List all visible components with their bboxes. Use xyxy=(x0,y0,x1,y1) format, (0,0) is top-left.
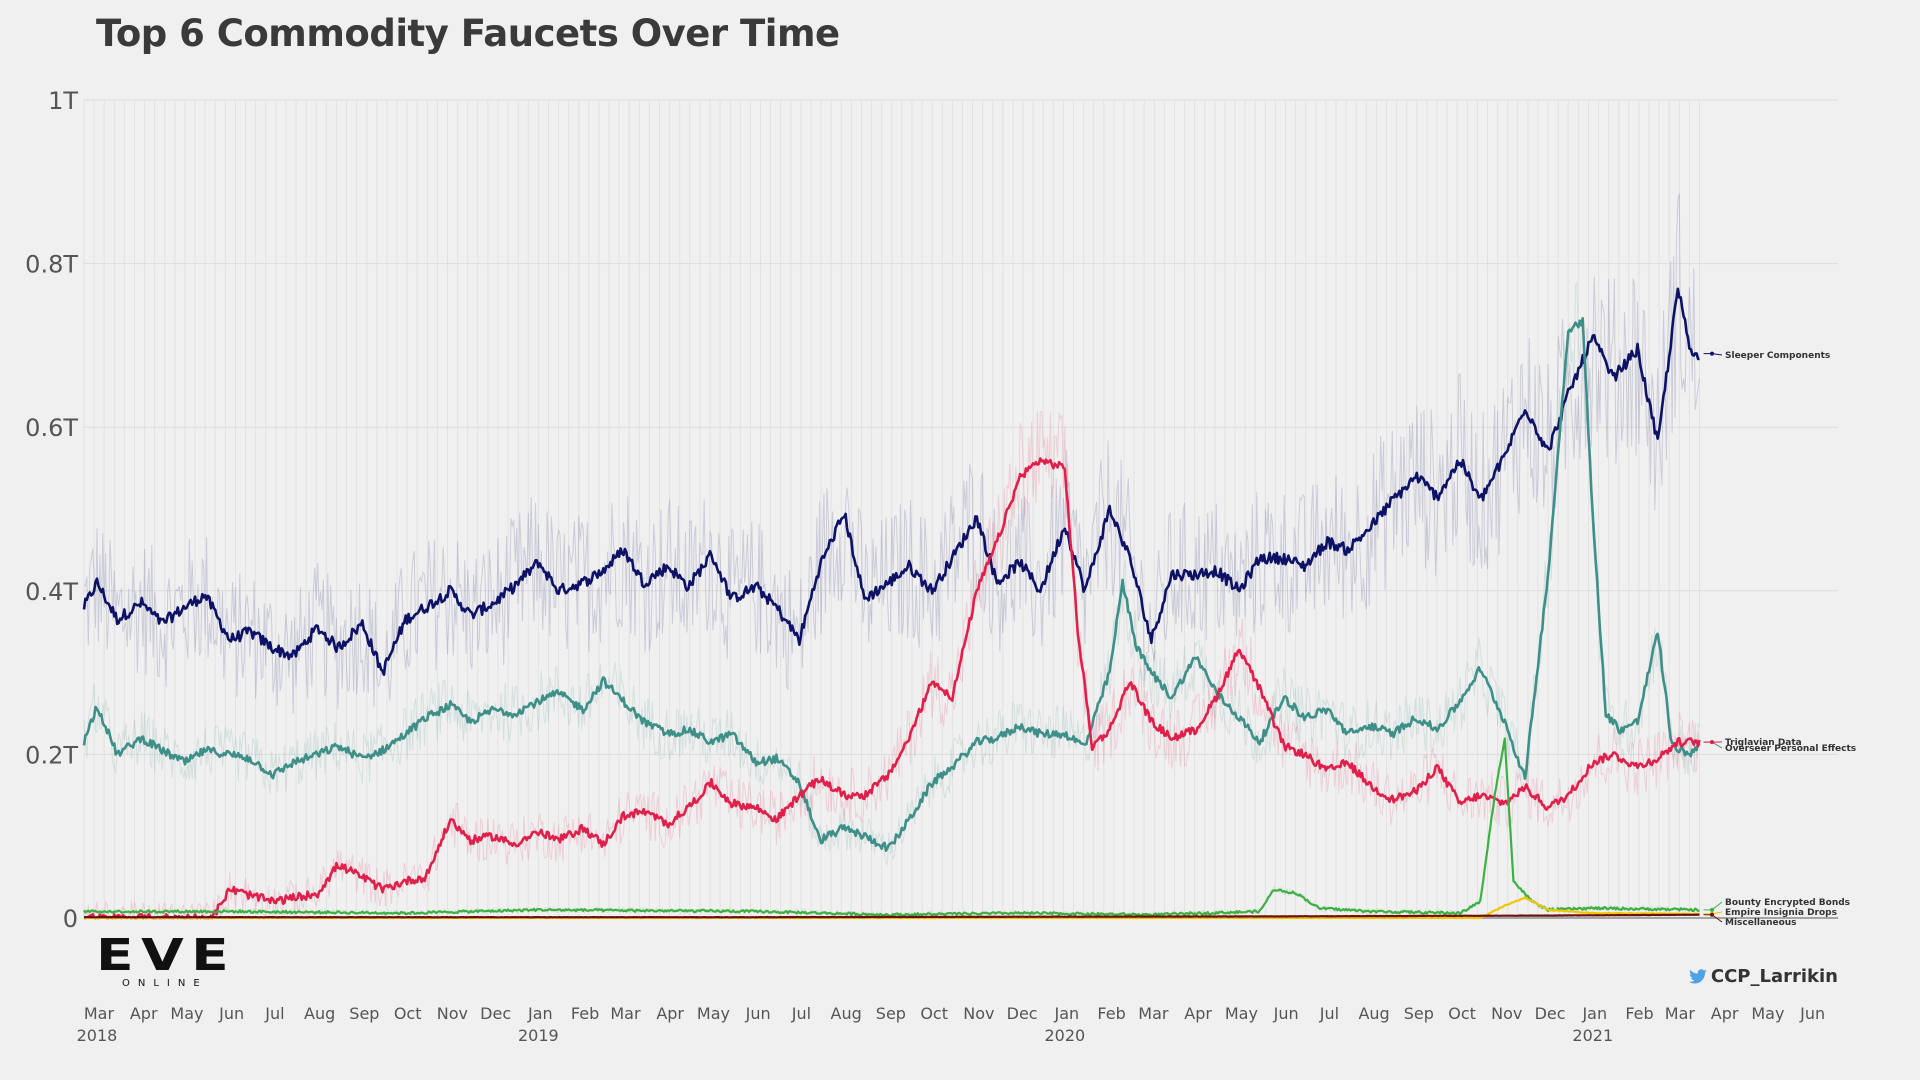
x-tick-label: Aug xyxy=(831,1004,862,1023)
x-year-label: 2019 xyxy=(518,1026,559,1045)
x-tick-label: Jun xyxy=(745,1004,771,1023)
x-tick-label: Nov xyxy=(963,1004,994,1023)
x-tick-label: Jun xyxy=(1273,1004,1299,1023)
series-label: Empire Insignia Drops xyxy=(1725,908,1837,918)
x-tick-label: Oct xyxy=(920,1004,948,1023)
x-tick-label: Mar xyxy=(84,1004,115,1023)
y-tick-label: 1T xyxy=(48,87,78,115)
logo-sub: ONLINE xyxy=(122,978,208,989)
series-label: Triglavian Data xyxy=(1725,738,1802,748)
grid-layer xyxy=(83,99,1838,919)
x-tick-label: Dec xyxy=(1535,1004,1566,1023)
series-noise-line xyxy=(83,193,1700,714)
series-layer xyxy=(82,287,1701,920)
x-tick-label: Mar xyxy=(610,1004,641,1023)
series-label: Miscellaneous xyxy=(1725,918,1797,928)
series-label: Sleeper Components xyxy=(1725,351,1830,361)
x-tick-label: Dec xyxy=(480,1004,511,1023)
x-tick-label: Jan xyxy=(1054,1004,1080,1023)
x-tick-label: Oct xyxy=(1448,1004,1476,1023)
series-line xyxy=(84,457,1701,920)
x-tick-label: Jun xyxy=(218,1004,244,1023)
axis-layer: 0 0.2T 0.4T 0.6T 0.8T 1T Mar 2018 Apr May Jun Jul Au… xyxy=(25,87,1825,1045)
x-tick-label: Feb xyxy=(571,1004,599,1023)
series-label: Overseer Personal Effects xyxy=(1725,744,1856,754)
series-line xyxy=(83,913,1700,919)
x-tick-label: Aug xyxy=(1358,1004,1389,1023)
chart-title: Top 6 Commodity Faucets Over Time xyxy=(96,12,840,55)
series-end-marker xyxy=(1710,907,1714,912)
twitter-bird-icon xyxy=(1689,968,1707,983)
x-tick-label: May xyxy=(1751,1004,1784,1023)
x-tick-label: Apr xyxy=(130,1004,158,1023)
eve-online-logo: EVE ONLINE xyxy=(96,934,232,990)
x-tick-label: May xyxy=(1225,1004,1258,1023)
x-tick-label: Mar xyxy=(1665,1004,1696,1023)
x-tick-label: Nov xyxy=(437,1004,468,1023)
x-tick-label: Jul xyxy=(791,1004,811,1023)
x-tick-label: Jul xyxy=(1319,1004,1339,1023)
twitter-handle: CCP_Larrikin xyxy=(1688,966,1838,987)
logo-mark: EVE xyxy=(96,930,237,981)
series-line xyxy=(82,317,1701,852)
x-tick-label: Mar xyxy=(1138,1004,1169,1023)
series-label: Bounty Encrypted Bonds xyxy=(1725,898,1850,908)
x-year-label: 2021 xyxy=(1572,1026,1613,1045)
y-tick-label: 0.8T xyxy=(25,251,78,279)
x-tick-label: Aug xyxy=(304,1004,335,1023)
x-tick-label: Oct xyxy=(394,1004,422,1023)
x-tick-label: Jun xyxy=(1799,1004,1825,1023)
x-tick-label: Nov xyxy=(1491,1004,1522,1023)
x-tick-label: Dec xyxy=(1007,1004,1038,1023)
y-tick-label: 0.6T xyxy=(25,414,78,442)
x-year-label: 2020 xyxy=(1044,1026,1085,1045)
series-end-marker xyxy=(1710,912,1714,917)
x-year-label: 2018 xyxy=(77,1026,118,1045)
x-tick-label: Apr xyxy=(656,1004,684,1023)
x-tick-label: Jan xyxy=(527,1004,553,1023)
x-tick-label: Jul xyxy=(264,1004,284,1023)
x-tick-label: Sep xyxy=(876,1004,906,1023)
label-layer: Sleeper Components Overseer Personal Effe… xyxy=(1703,351,1856,928)
y-tick-label: 0.4T xyxy=(25,578,78,606)
x-tick-label: Sep xyxy=(1404,1004,1434,1023)
x-tick-label: Feb xyxy=(1097,1004,1125,1023)
x-tick-label: Apr xyxy=(1711,1004,1739,1023)
x-tick-label: Jan xyxy=(1581,1004,1607,1023)
y-tick-label: 0.2T xyxy=(25,741,78,769)
series-line xyxy=(82,287,1700,676)
x-tick-label: Apr xyxy=(1184,1004,1212,1023)
x-tick-label: Sep xyxy=(349,1004,379,1023)
x-tick-label: Feb xyxy=(1625,1004,1653,1023)
x-tick-label: May xyxy=(697,1004,730,1023)
y-tick-label: 0 xyxy=(63,905,78,933)
series-end-marker xyxy=(1710,351,1714,356)
x-tick-label: May xyxy=(170,1004,203,1023)
series-end-marker xyxy=(1710,740,1714,745)
handle-text: CCP_Larrikin xyxy=(1710,966,1838,987)
